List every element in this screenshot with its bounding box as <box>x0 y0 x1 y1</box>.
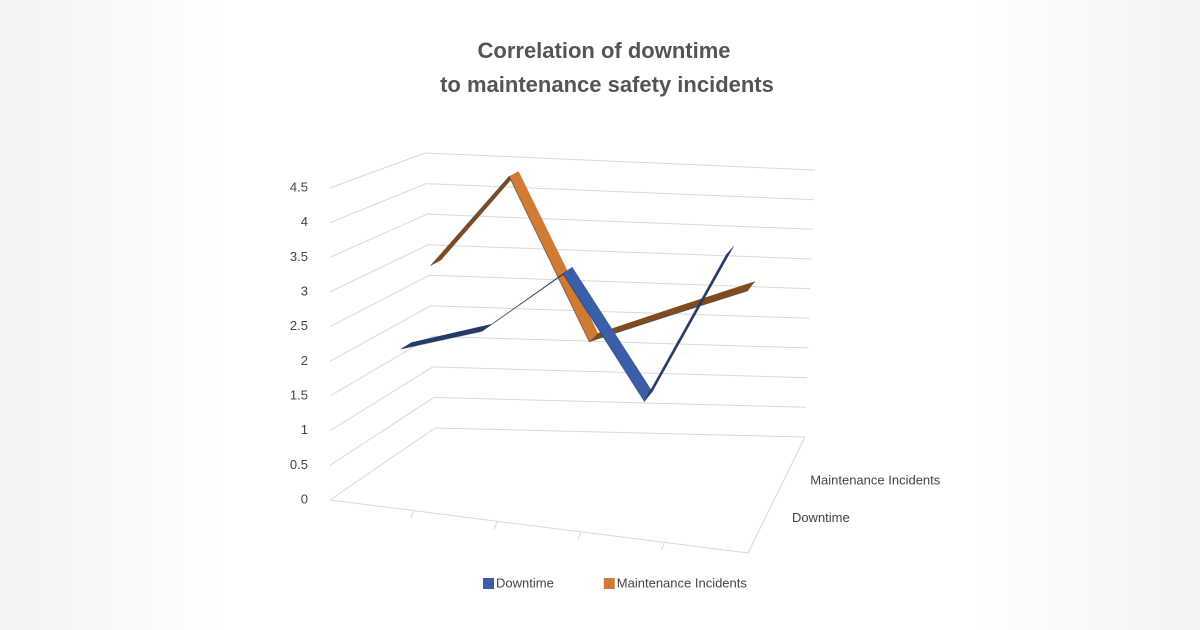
line <box>430 175 748 343</box>
grid-line <box>329 152 816 189</box>
y-tick-label: 0.5 <box>290 457 308 472</box>
legend-swatch <box>603 578 615 589</box>
ribbon-shade <box>644 245 735 402</box>
grid-line <box>329 396 807 466</box>
ribbon-shade <box>430 171 519 266</box>
line <box>400 253 728 403</box>
grid-line <box>329 213 813 258</box>
y-tick-label: 1.5 <box>290 387 308 402</box>
floor-tick <box>410 510 415 519</box>
floor-tick <box>577 531 582 540</box>
ribbon-face <box>400 324 492 349</box>
floor-edge <box>329 436 806 554</box>
grid-line <box>329 427 806 501</box>
ribbon-face <box>644 245 735 402</box>
grid-line <box>329 366 808 432</box>
ribbon-shade <box>668 281 756 316</box>
y-tick-label: 4 <box>301 214 308 229</box>
grid-line <box>329 335 809 397</box>
chart-title: to maintenance safety incidents <box>440 72 774 97</box>
floor-tick <box>660 542 665 551</box>
ribbon-face <box>430 171 519 266</box>
legend-swatch <box>483 578 494 589</box>
y-tick-label: 4.5 <box>290 179 308 194</box>
ribbon-face <box>668 281 756 316</box>
depth-label: Maintenance Incidents <box>810 473 941 488</box>
y-tick-label: 2 <box>301 353 308 368</box>
ribbon-shade <box>400 324 492 349</box>
legend-label: Maintenance Incidents <box>617 575 748 590</box>
y-tick-label: 1 <box>301 422 308 437</box>
y-tick-label: 2.5 <box>290 318 308 333</box>
floor-tick <box>493 521 498 530</box>
y-tick-label: 0 <box>301 491 308 506</box>
ribbon-face <box>509 171 599 342</box>
grid-line <box>329 183 814 224</box>
grid-line <box>329 244 812 293</box>
legend-label: Downtime <box>496 575 554 590</box>
y-tick-label: 3.5 <box>290 249 308 264</box>
grid-line <box>329 274 811 328</box>
depth-label: Downtime <box>792 510 850 525</box>
y-tick-label: 3 <box>301 283 308 298</box>
ribbon-face <box>563 266 653 402</box>
chart-title: Correlation of downtime <box>478 38 731 63</box>
grid-line <box>329 305 810 362</box>
